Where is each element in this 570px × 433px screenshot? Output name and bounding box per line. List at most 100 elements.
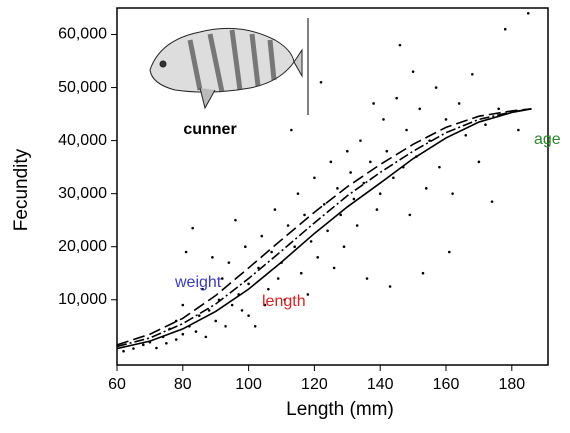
data-point: [132, 347, 135, 350]
data-point: [392, 176, 395, 180]
y-tick-label: 60,000: [58, 26, 107, 43]
data-point: [382, 118, 385, 121]
data-point: [303, 213, 306, 217]
y-tick-label: 40,000: [58, 132, 107, 149]
data-point: [247, 282, 250, 286]
data-point: [326, 229, 329, 233]
data-point: [293, 245, 296, 249]
data-point: [220, 277, 224, 280]
data-point: [411, 70, 415, 73]
x-tick-label: 60: [108, 376, 126, 393]
data-point: [464, 134, 468, 137]
data-point: [306, 293, 310, 296]
data-point: [362, 181, 366, 185]
data-point: [342, 245, 346, 249]
data-point: [398, 43, 402, 47]
data-point: [273, 208, 277, 211]
data-point: [174, 319, 178, 323]
data-point: [211, 256, 214, 259]
curve-label: weight: [174, 274, 222, 291]
data-point: [181, 332, 185, 336]
x-tick-label: 80: [174, 376, 192, 393]
data-point: [477, 160, 481, 164]
data-point: [457, 102, 461, 105]
data-point: [369, 160, 372, 164]
data-point: [339, 213, 343, 217]
y-axis-label: Fecundity: [11, 148, 32, 231]
data-point: [517, 128, 520, 132]
data-point: [270, 250, 273, 254]
data-point: [421, 271, 425, 275]
inset-label: cunner: [183, 121, 236, 138]
data-point: [260, 234, 264, 238]
data-point: [405, 128, 408, 132]
data-point: [263, 303, 267, 307]
data-point: [253, 324, 257, 328]
y-tick-label: 20,000: [58, 238, 107, 255]
data-point: [378, 192, 382, 195]
data-point: [395, 96, 398, 100]
fit-curve: [116, 107, 532, 348]
y-tick-label: 30,000: [58, 185, 107, 202]
data-point: [184, 250, 188, 254]
x-axis-label: Length (mm): [286, 399, 394, 420]
data-point: [296, 192, 300, 195]
data-point: [286, 224, 290, 227]
fish-illustration: [149, 27, 303, 110]
data-point: [257, 266, 260, 270]
data-point: [388, 285, 392, 288]
data-point: [299, 271, 303, 275]
data-point: [428, 139, 431, 142]
data-point: [375, 208, 379, 211]
data-point: [484, 123, 487, 127]
data-point: [234, 218, 237, 222]
data-point: [355, 224, 359, 227]
data-point: [240, 309, 244, 312]
x-tick-label: 140: [367, 376, 394, 393]
data-point: [122, 349, 125, 353]
data-point: [424, 187, 428, 190]
data-point: [490, 200, 494, 203]
data-point: [316, 256, 319, 259]
data-point: [385, 149, 389, 153]
data-point: [434, 86, 438, 89]
y-tick-label: 10,000: [58, 291, 107, 308]
data-point: [142, 343, 145, 347]
data-point: [247, 314, 250, 317]
data-point: [471, 73, 474, 76]
data-point: [244, 245, 247, 249]
data-point: [267, 287, 270, 291]
data-point: [352, 197, 356, 201]
data-point: [201, 287, 204, 291]
data-point: [227, 261, 231, 264]
data-point: [444, 118, 448, 121]
x-tick-label: 100: [235, 376, 262, 393]
data-point: [309, 240, 313, 243]
data-point: [346, 149, 349, 153]
data-point: [283, 298, 287, 302]
fit-curve: [116, 107, 532, 346]
data-point: [336, 187, 339, 190]
y-tick-label: 50,000: [58, 79, 107, 96]
data-point: [359, 139, 362, 142]
x-tick-label: 180: [498, 376, 525, 393]
data-point: [365, 277, 369, 280]
data-point: [290, 128, 293, 132]
data-point: [322, 202, 326, 206]
data-point: [418, 107, 421, 111]
data-point: [207, 309, 211, 312]
data-point: [214, 319, 218, 323]
data-point: [332, 266, 336, 270]
x-tick-label: 160: [433, 376, 460, 393]
data-point: [329, 160, 333, 164]
data-point: [451, 192, 454, 195]
data-point: [155, 346, 158, 350]
data-point: [165, 341, 168, 345]
data-point: [204, 335, 208, 339]
data-point: [319, 80, 323, 84]
plot-frame: [116, 7, 549, 366]
x-tick-label: 120: [301, 376, 328, 393]
data-point: [372, 102, 375, 105]
